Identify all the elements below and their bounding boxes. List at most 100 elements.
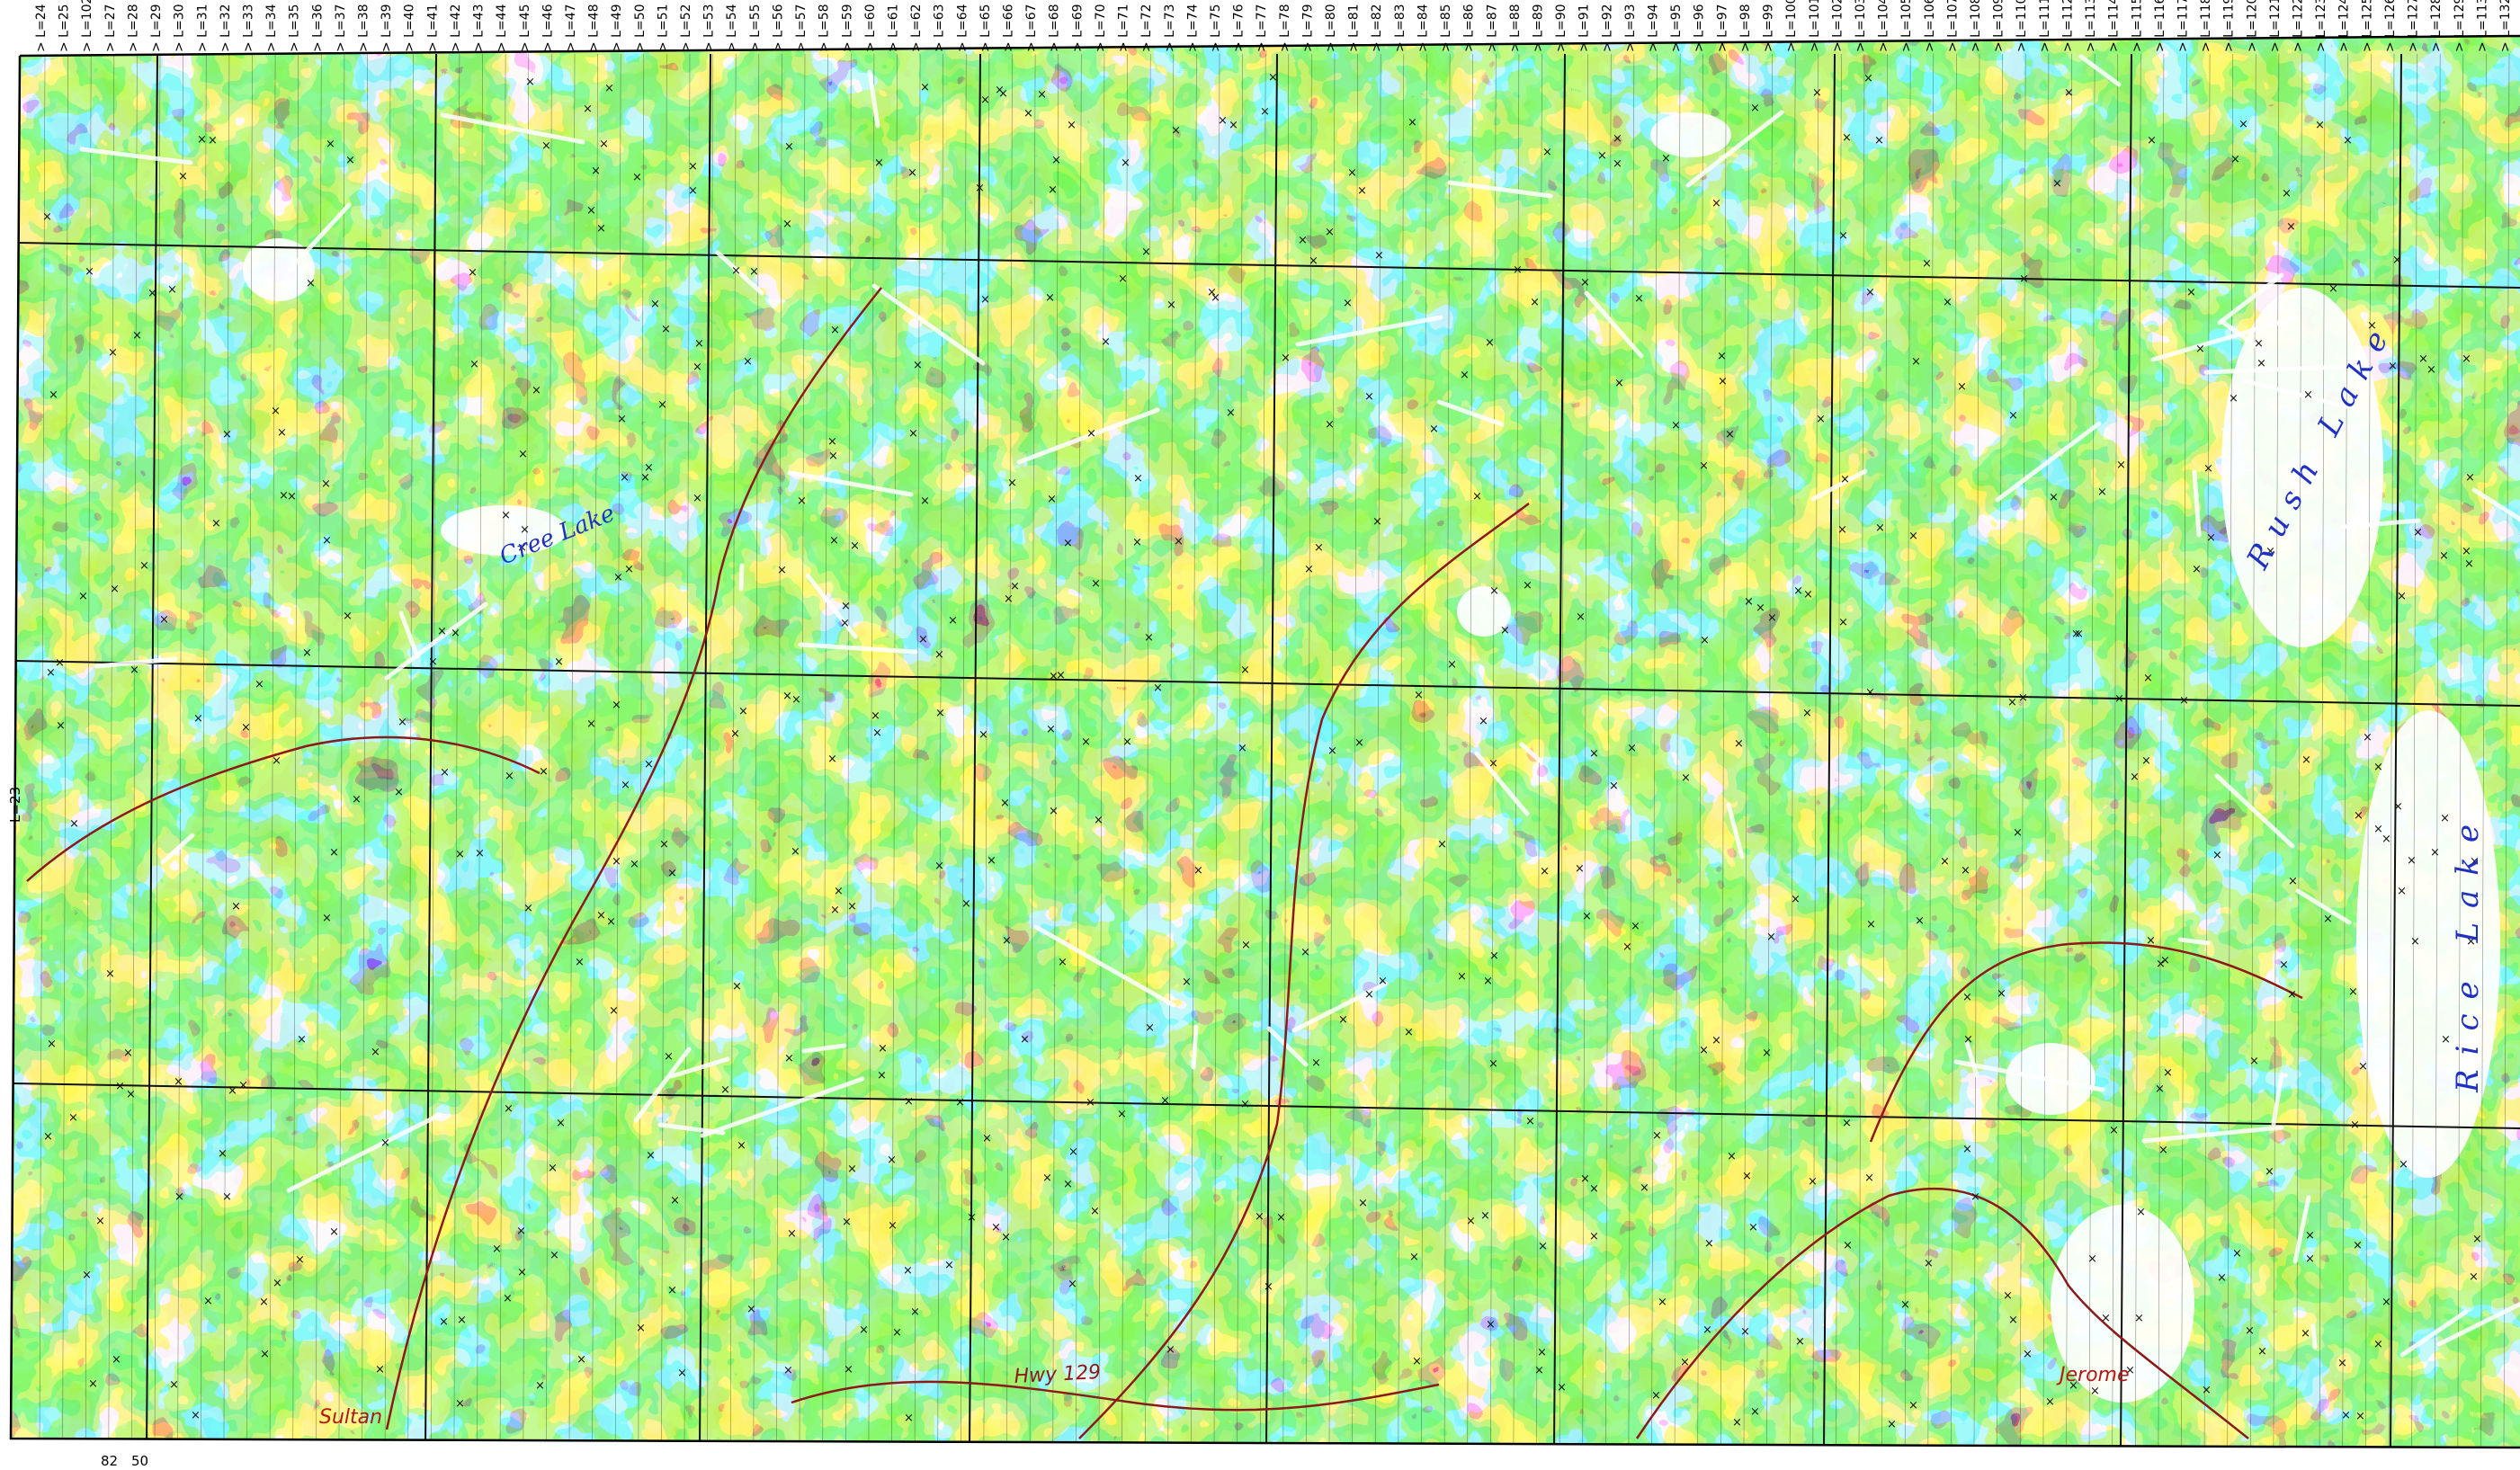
- sample-marker: ×: [1298, 234, 1308, 247]
- sample-marker: ×: [469, 358, 479, 371]
- sample-marker: ×: [1793, 584, 1803, 598]
- sample-marker: ×: [1238, 742, 1247, 755]
- sample-marker: ×: [1513, 263, 1523, 277]
- sample-marker: ×: [43, 1130, 53, 1144]
- sample-marker: ×: [1007, 477, 1017, 490]
- sample-marker: ×: [904, 1095, 914, 1109]
- sample-marker: ×: [1260, 105, 1270, 119]
- sample-marker: ×: [241, 721, 251, 735]
- sample-marker: ×: [2114, 692, 2124, 706]
- grid-line-v: [146, 53, 158, 1448]
- line-label: > L=96: [1693, 4, 1707, 52]
- flight-line: [2503, 53, 2510, 1448]
- sample-marker: ×: [1589, 1230, 1599, 1243]
- sample-marker: ×: [2355, 1410, 2365, 1423]
- sample-marker: ×: [2439, 549, 2449, 563]
- sample-marker: ×: [322, 534, 332, 548]
- sample-marker: ×: [272, 754, 281, 768]
- sample-marker: ×: [1047, 493, 1057, 506]
- sample-marker: ×: [518, 448, 528, 461]
- sample-marker: ×: [2350, 1118, 2360, 1132]
- sample-marker: ×: [1058, 956, 1068, 969]
- sample-marker: ×: [2367, 319, 2377, 333]
- flight-line: [1536, 53, 1542, 1448]
- sample-marker: ×: [1538, 1240, 1548, 1253]
- sample-marker: ×: [2192, 563, 2202, 576]
- sample-marker: ×: [2279, 958, 2289, 972]
- sample-marker: ×: [1640, 1181, 1649, 1195]
- sample-marker: ×: [746, 1303, 756, 1316]
- sample-marker: ×: [2397, 885, 2407, 898]
- sample-marker: ×: [1614, 377, 1624, 390]
- sample-marker: ×: [1068, 1278, 1077, 1291]
- sample-marker: ×: [1002, 934, 1012, 948]
- sample-marker: ×: [1838, 229, 1848, 243]
- flight-line: [776, 53, 782, 1448]
- lineament: [2310, 1323, 2318, 1350]
- sample-marker: ×: [667, 867, 677, 880]
- sample-marker: ×: [1727, 1150, 1737, 1163]
- sample-marker: ×: [777, 564, 787, 577]
- line-label: > L=77: [1255, 4, 1269, 52]
- sample-marker: ×: [541, 139, 551, 153]
- flight-line: [1191, 53, 1197, 1448]
- sample-marker: ×: [1046, 723, 1056, 736]
- sample-marker: ×: [670, 1194, 680, 1207]
- sample-marker: ×: [255, 678, 264, 691]
- sample-marker: ×: [2049, 491, 2059, 504]
- sample-marker: ×: [1281, 352, 1291, 365]
- sample-marker: ×: [394, 786, 404, 799]
- sample-marker: ×: [644, 461, 654, 475]
- sample-marker: ×: [2358, 1060, 2368, 1074]
- sample-marker: ×: [159, 613, 169, 627]
- line-label: > L=120: [2245, 0, 2259, 52]
- sample-marker: ×: [1121, 156, 1130, 170]
- sample-marker: ×: [731, 264, 741, 278]
- sample-marker: ×: [1837, 523, 1847, 537]
- sample-marker: ×: [2090, 1385, 2100, 1398]
- line-label: > L=81: [1347, 4, 1362, 52]
- flight-line: [1467, 53, 1473, 1448]
- sample-marker: ×: [95, 1215, 105, 1228]
- line-label: > L=125: [2360, 0, 2374, 52]
- sample-marker: ×: [975, 182, 985, 195]
- sample-marker: ×: [1229, 119, 1238, 132]
- flight-line: [799, 53, 806, 1448]
- sample-marker: ×: [516, 1225, 526, 1238]
- sample-marker: ×: [2158, 1144, 2168, 1157]
- sample-marker: ×: [2286, 220, 2296, 234]
- sample-marker: ×: [2087, 1252, 2097, 1266]
- sample-marker: ×: [440, 766, 450, 780]
- sample-marker: ×: [749, 265, 759, 279]
- sample-marker: ×: [1812, 86, 1822, 100]
- sample-marker: ×: [437, 625, 447, 638]
- sample-marker: ×: [998, 87, 1008, 101]
- side-line-label: L=23: [7, 787, 23, 823]
- sample-marker: ×: [1744, 595, 1754, 609]
- sample-marker: ×: [2410, 935, 2420, 949]
- sample-marker: ×: [621, 779, 630, 792]
- sample-marker: ×: [1900, 1298, 1910, 1312]
- sample-marker: ×: [1970, 1190, 1980, 1204]
- flight-line: [1605, 53, 1612, 1448]
- sample-marker: ×: [935, 707, 945, 720]
- line-label: > L=24: [34, 4, 49, 52]
- lineament: [2219, 318, 2267, 355]
- sample-marker: ×: [1542, 146, 1552, 159]
- lineament: [2150, 315, 2300, 362]
- flight-line: [2088, 53, 2096, 1448]
- sample-marker: ×: [517, 541, 527, 555]
- sample-marker: ×: [1540, 865, 1550, 878]
- flight-line: [201, 53, 207, 1448]
- lineament: [2271, 1072, 2284, 1127]
- sample-marker: ×: [2134, 1312, 2144, 1325]
- sample-marker: ×: [1364, 390, 1374, 404]
- flight-line: [1513, 53, 1520, 1448]
- sample-marker: ×: [1378, 975, 1388, 988]
- lineament: [440, 112, 585, 145]
- sample-marker: ×: [78, 590, 88, 603]
- sample-marker: ×: [850, 539, 860, 553]
- line-label: > L=37: [334, 4, 348, 52]
- line-label: > L=97: [1715, 4, 1729, 52]
- sample-marker: ×: [105, 967, 115, 981]
